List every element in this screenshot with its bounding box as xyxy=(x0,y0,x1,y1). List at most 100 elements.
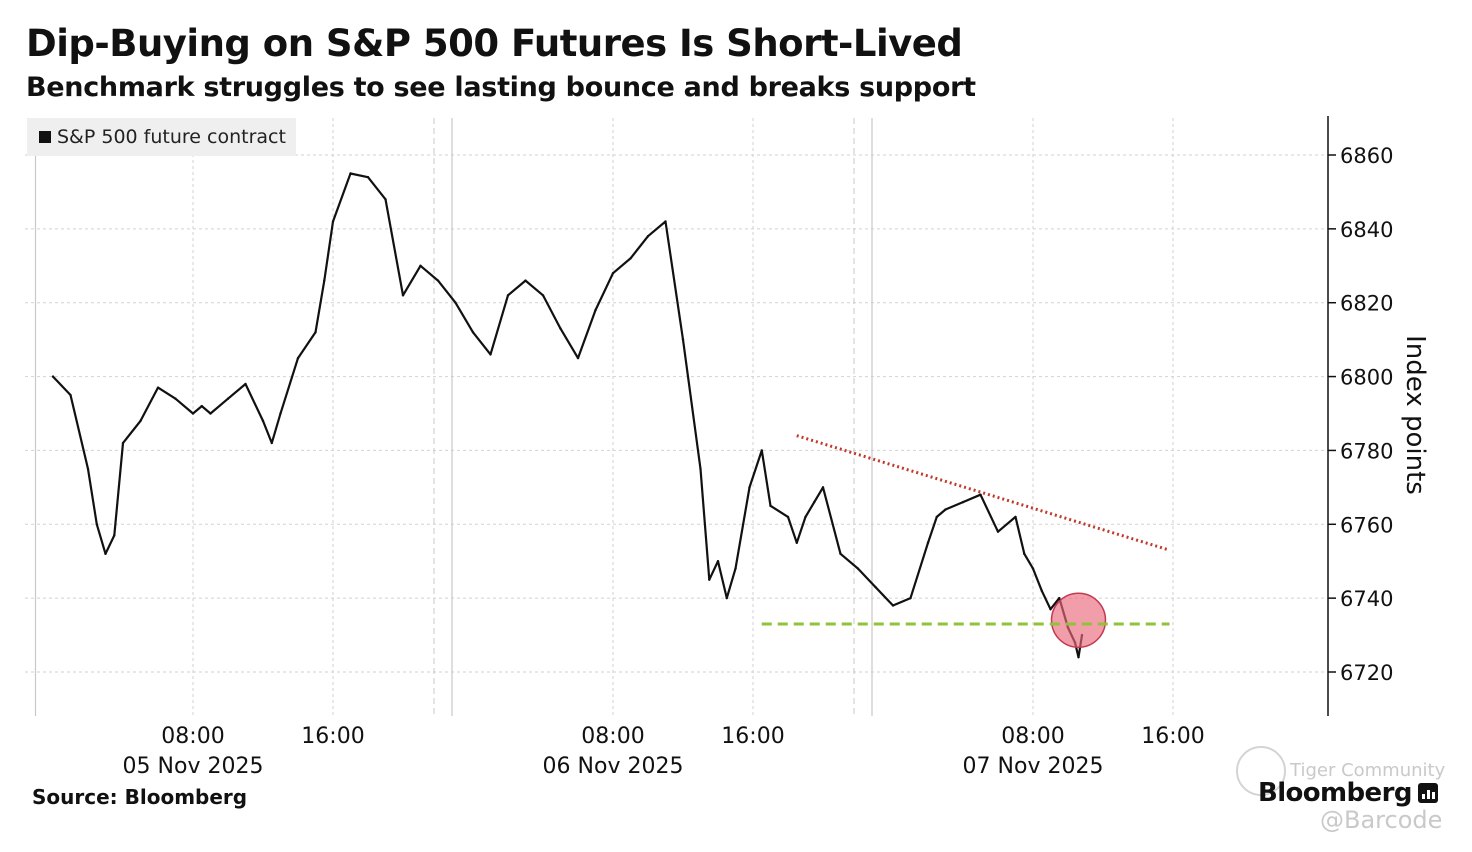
series-point-46 xyxy=(734,567,737,570)
brand-logo: Bloomberg xyxy=(1258,778,1438,808)
series-point-5 xyxy=(113,534,116,537)
brand-text: Bloomberg xyxy=(1258,778,1412,808)
series-point-39 xyxy=(646,235,650,238)
series-point-55 xyxy=(839,552,842,556)
series-point-69 xyxy=(1040,589,1043,592)
bloomberg-chart-icon xyxy=(1417,783,1438,803)
series-point-24 xyxy=(384,198,387,201)
y-tick-label-6820: 6820 xyxy=(1340,292,1393,316)
x-date-label-0: 05 Nov 2025 xyxy=(123,754,264,779)
x-tick-label-0: 08:00 xyxy=(161,724,224,749)
series-point-14 xyxy=(244,382,247,386)
series-point-57 xyxy=(874,585,877,589)
series-point-25 xyxy=(401,294,405,297)
series-point-33 xyxy=(541,294,545,297)
series-point-13 xyxy=(226,397,230,400)
series-point-47 xyxy=(748,486,751,489)
series-point-40 xyxy=(664,220,667,223)
session-breaks xyxy=(34,118,873,716)
y-tick-label-6720: 6720 xyxy=(1340,661,1393,685)
series-point-56 xyxy=(856,567,860,570)
series-line-0 xyxy=(52,172,1084,659)
x-tick-label-2: 08:00 xyxy=(581,724,644,749)
series-point-58 xyxy=(891,604,895,607)
y-tick-label-6740: 6740 xyxy=(1340,587,1393,611)
series-point-11 xyxy=(200,404,203,408)
series-point-31 xyxy=(506,294,510,297)
series-point-30 xyxy=(489,353,492,356)
x-axis: 08:00 05 Nov 2025 16:00 08:00 06 Nov 2025 16:… xyxy=(123,724,1205,779)
series-point-16 xyxy=(270,441,273,445)
series-point-4 xyxy=(104,552,107,556)
series-point-3 xyxy=(95,523,98,526)
series-point-15 xyxy=(261,419,265,423)
series-point-17 xyxy=(279,412,282,415)
y-tick-label-6780: 6780 xyxy=(1340,439,1393,463)
legend-label: S&P 500 future contract xyxy=(57,126,286,148)
series-point-32 xyxy=(524,279,527,282)
series-point-35 xyxy=(576,356,580,360)
series-point-2 xyxy=(86,467,90,471)
y-tick-label-6760: 6760 xyxy=(1340,513,1393,537)
resistance-trendline xyxy=(796,434,1170,552)
x-tick-label-3: 16:00 xyxy=(721,724,784,749)
tiger-watermark-logo-icon xyxy=(1236,746,1286,796)
x-tick-label-1: 16:00 xyxy=(301,724,364,749)
series-point-26 xyxy=(419,264,422,267)
series-point-45 xyxy=(725,596,728,600)
series-point-8 xyxy=(156,386,160,389)
series-point-36 xyxy=(594,308,597,312)
y-tick-label-6800: 6800 xyxy=(1340,366,1393,390)
series-point-10 xyxy=(191,412,195,415)
series-point-60 xyxy=(926,541,930,544)
series-point-68 xyxy=(1031,567,1035,570)
series-point-70 xyxy=(1049,608,1052,611)
series-point-19 xyxy=(314,331,317,334)
y-axis: 6720 6740 6760 6780 6800 6820 6840 6860 Index po… xyxy=(1327,116,1430,716)
legend-swatch xyxy=(39,131,51,143)
series-point-64 xyxy=(979,493,982,496)
series-point-42 xyxy=(699,467,702,471)
chart-title: Dip-Buying on S&P 500 Futures Is Short-L… xyxy=(26,22,963,65)
series-point-18 xyxy=(296,356,300,360)
chart-subtitle: Benchmark struggles to see lasting bounc… xyxy=(26,72,976,103)
breakdown-marker xyxy=(1050,592,1107,649)
series-point-6 xyxy=(121,441,125,445)
series-point-66 xyxy=(1014,515,1017,519)
y-axis-title: Index points xyxy=(1400,335,1430,495)
series-point-22 xyxy=(349,172,352,175)
grid-lines xyxy=(25,154,1328,673)
y-tick-label-6860: 6860 xyxy=(1340,144,1393,168)
series-point-0 xyxy=(51,375,55,378)
series-point-49 xyxy=(769,504,772,508)
series-group xyxy=(51,172,1084,659)
x-tick-label-4: 08:00 xyxy=(1001,724,1064,749)
series-point-41 xyxy=(681,338,685,341)
x-date-label-4: 07 Nov 2025 xyxy=(963,754,1104,779)
series-point-63 xyxy=(961,500,965,504)
series-point-74 xyxy=(1077,656,1080,659)
series-point-59 xyxy=(909,596,912,600)
series-point-34 xyxy=(559,327,562,330)
series-point-23 xyxy=(366,175,370,179)
series-point-43 xyxy=(708,578,711,581)
series-point-9 xyxy=(174,397,177,400)
series-point-1 xyxy=(69,393,72,397)
series-point-12 xyxy=(209,412,212,415)
series-point-54 xyxy=(821,486,825,489)
series-point-67 xyxy=(1023,552,1026,556)
series-point-29 xyxy=(471,331,475,334)
vertical-grid-lines xyxy=(192,118,1174,716)
series-point-48 xyxy=(760,449,763,452)
watermark-community: Tiger Community xyxy=(1290,760,1446,781)
series-point-71 xyxy=(1058,596,1061,600)
series-point-50 xyxy=(786,515,790,519)
legend: S&P 500 future contract xyxy=(27,118,296,156)
watermark-handle: @Barcode xyxy=(1320,806,1443,834)
x-date-label-2: 06 Nov 2025 xyxy=(543,754,684,779)
series-point-21 xyxy=(331,220,335,223)
series-point-20 xyxy=(323,279,326,282)
series-point-44 xyxy=(716,560,720,563)
series-point-27 xyxy=(436,279,440,282)
